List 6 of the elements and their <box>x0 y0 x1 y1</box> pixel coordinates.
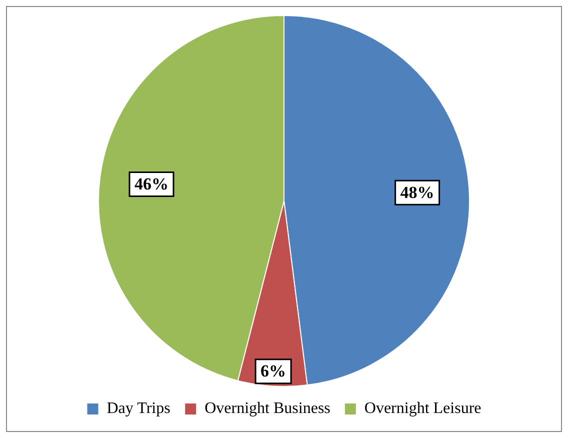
legend-label: Overnight Business <box>204 400 330 418</box>
data-label: 6% <box>260 362 286 381</box>
data-label: 46% <box>134 174 168 194</box>
data-label: 48% <box>400 183 434 202</box>
legend-label: Day Trips <box>106 400 170 418</box>
legend-label: Overnight Leisure <box>364 400 482 418</box>
